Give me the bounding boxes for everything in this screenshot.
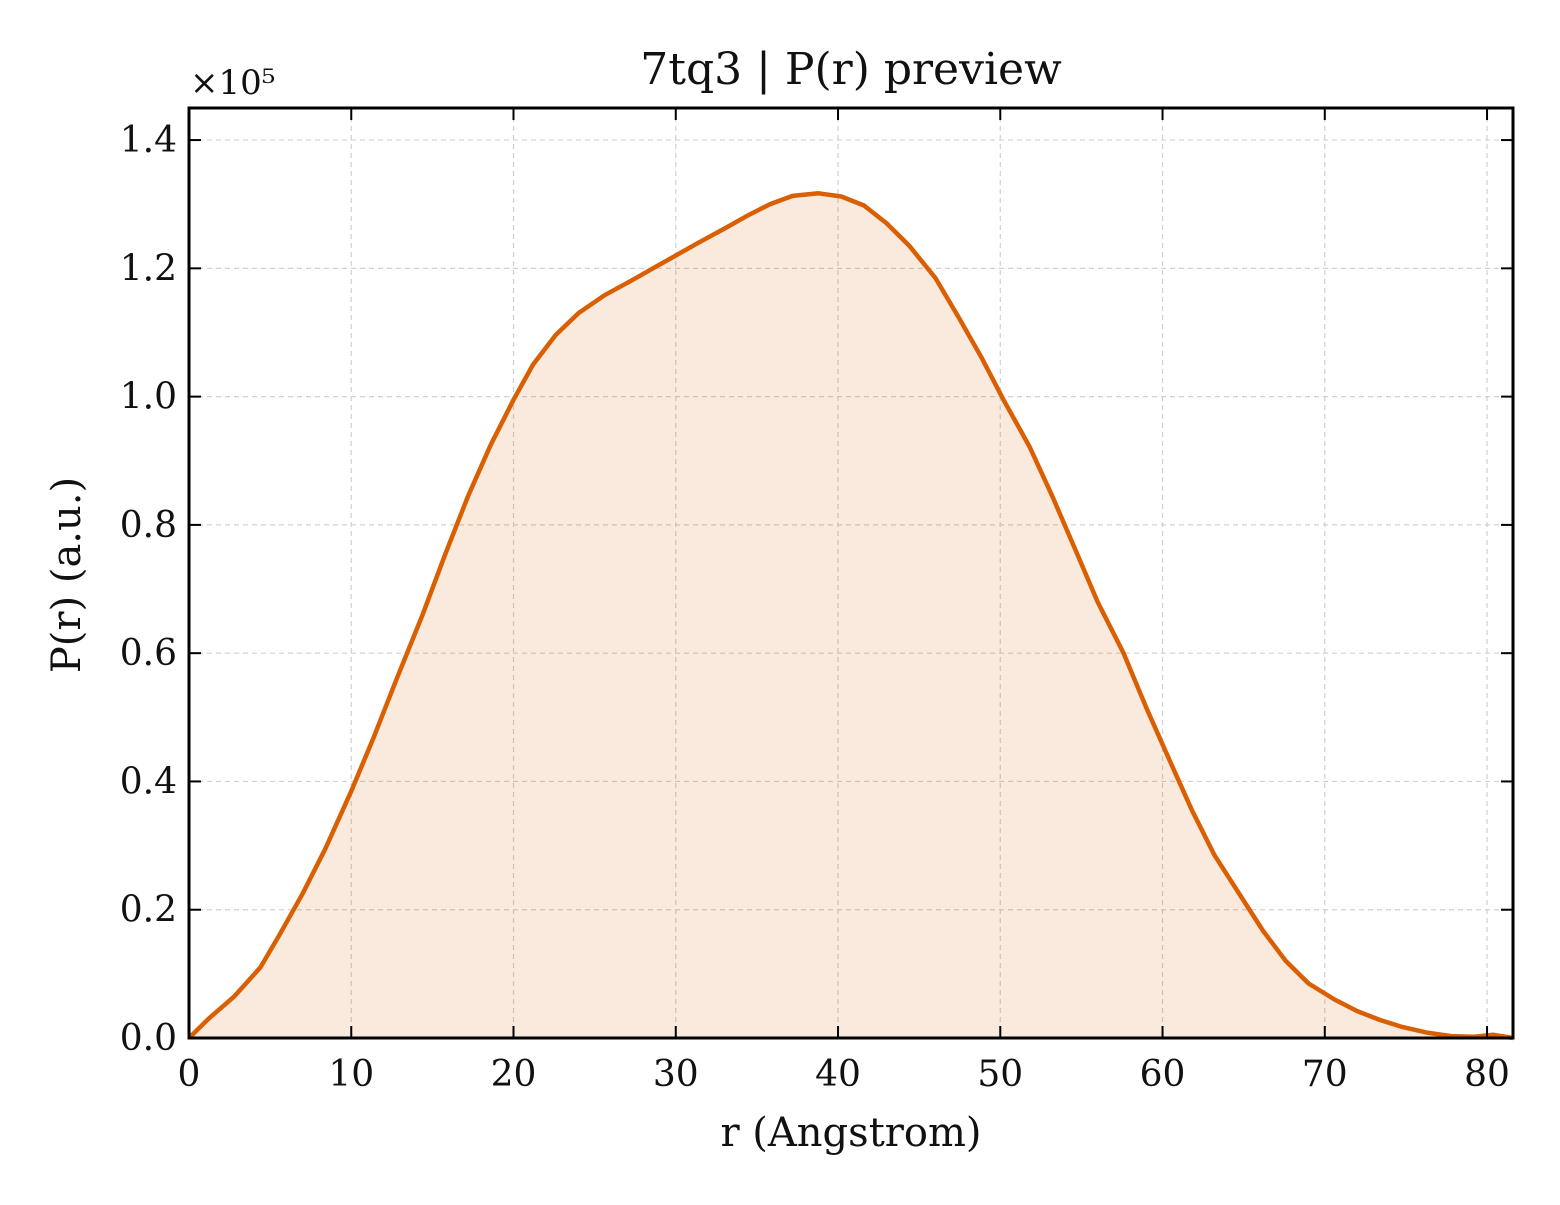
x-tick-label: 20 bbox=[491, 1054, 537, 1095]
data-point bbox=[1355, 1009, 1359, 1013]
data-point bbox=[207, 1017, 210, 1021]
y-tick-label: 0.2 bbox=[120, 890, 177, 931]
data-point bbox=[628, 279, 632, 283]
data-point bbox=[768, 202, 772, 206]
data-point bbox=[1492, 1033, 1495, 1037]
data-point bbox=[791, 194, 795, 198]
data-point bbox=[1238, 894, 1242, 898]
grid bbox=[188, 108, 1513, 1038]
data-point bbox=[466, 494, 470, 498]
chart-title: 7tq3 | P(r) preview bbox=[640, 44, 1062, 95]
data-point bbox=[372, 735, 376, 739]
data-point bbox=[1073, 547, 1077, 551]
data-point bbox=[1261, 929, 1265, 933]
y-tick-label: 1.4 bbox=[120, 120, 177, 161]
x-axis-ticks: 0 10 20 30 40 50 60 70 80 bbox=[178, 108, 1510, 1095]
data-point bbox=[1333, 998, 1336, 1001]
pr-data-points bbox=[187, 191, 1515, 1040]
data-point bbox=[722, 227, 726, 231]
x-tick-label: 10 bbox=[328, 1054, 374, 1095]
y-tick-label: 1.0 bbox=[120, 377, 177, 418]
x-tick-label: 40 bbox=[815, 1054, 861, 1095]
data-point bbox=[1307, 982, 1311, 985]
y-scale-multiplier: ×10⁵ bbox=[190, 63, 275, 103]
data-point bbox=[933, 276, 937, 280]
data-point bbox=[979, 354, 983, 358]
x-tick-label: 0 bbox=[178, 1054, 201, 1095]
x-tick-label: 50 bbox=[977, 1054, 1023, 1095]
data-point bbox=[1144, 706, 1148, 710]
y-tick-label: 0.0 bbox=[120, 1018, 177, 1059]
data-point bbox=[862, 204, 866, 207]
y-tick-label: 0.8 bbox=[120, 505, 177, 546]
data-point bbox=[956, 314, 960, 318]
data-point bbox=[531, 363, 535, 367]
x-tick-label: 60 bbox=[1140, 1054, 1186, 1095]
data-point bbox=[651, 266, 655, 270]
data-point bbox=[602, 293, 606, 297]
pr-area-fill bbox=[189, 193, 1513, 1039]
data-point bbox=[349, 789, 353, 793]
data-point bbox=[1401, 1025, 1405, 1029]
data-point bbox=[697, 241, 700, 245]
y-tick-label: 1.2 bbox=[120, 248, 177, 289]
plot-frame bbox=[187, 106, 1515, 1040]
data-point bbox=[278, 932, 282, 936]
data-point bbox=[1213, 853, 1216, 857]
data-point bbox=[1028, 445, 1031, 449]
data-point bbox=[1050, 494, 1054, 498]
data-point bbox=[907, 244, 911, 248]
data-point bbox=[1284, 959, 1288, 963]
pr-series-line bbox=[187, 191, 1514, 1041]
y-tick-label: 0.4 bbox=[120, 761, 177, 802]
data-point bbox=[1378, 1018, 1382, 1022]
x-tick-label: 30 bbox=[653, 1054, 699, 1095]
data-point bbox=[258, 965, 262, 969]
data-point bbox=[1002, 398, 1005, 402]
y-axis-title: P(r) (a.u.) bbox=[44, 477, 90, 673]
data-point bbox=[512, 398, 515, 402]
data-point bbox=[576, 311, 580, 315]
data-point bbox=[885, 221, 889, 225]
data-point bbox=[554, 333, 558, 337]
data-point bbox=[674, 254, 678, 257]
data-point bbox=[489, 443, 493, 447]
data-point bbox=[421, 613, 425, 617]
y-tick-label: 0.6 bbox=[120, 633, 177, 674]
x-tick-label: 70 bbox=[1302, 1054, 1348, 1095]
data-point bbox=[817, 191, 820, 195]
data-point bbox=[1122, 651, 1126, 655]
data-point bbox=[1096, 600, 1100, 604]
data-point bbox=[745, 214, 749, 218]
x-axis-title: r (Angstrom) bbox=[720, 1110, 981, 1156]
data-point bbox=[323, 847, 327, 851]
data-point bbox=[301, 892, 305, 896]
x-tick-label: 80 bbox=[1464, 1054, 1510, 1095]
data-point bbox=[395, 677, 399, 681]
data-point bbox=[839, 195, 843, 198]
data-point bbox=[232, 994, 236, 998]
y-axis-ticks: 0.0 0.2 0.4 0.6 0.8 1.0 1.2 1.4 bbox=[120, 120, 1513, 1059]
data-point bbox=[1190, 808, 1194, 812]
data-point bbox=[443, 552, 447, 556]
data-point bbox=[1167, 757, 1171, 761]
data-point bbox=[1427, 1031, 1431, 1035]
